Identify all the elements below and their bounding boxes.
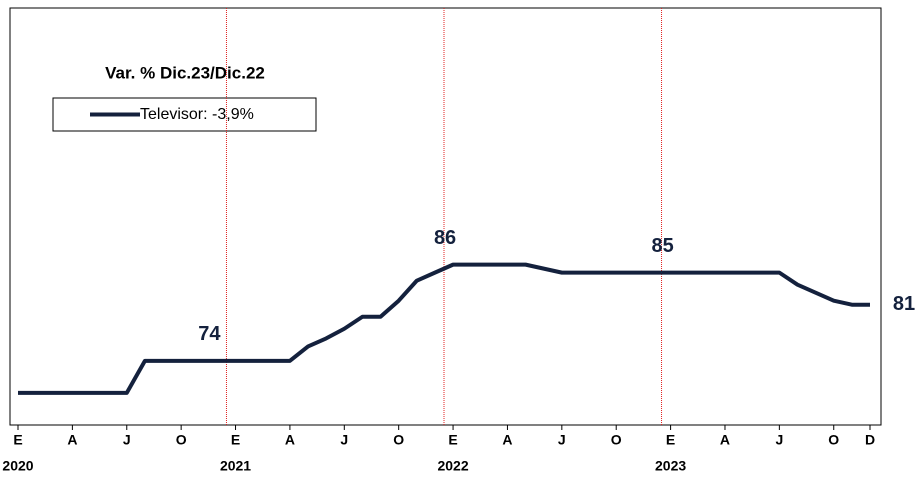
- x-tick-label: J: [123, 432, 131, 448]
- x-tick-label: E: [231, 432, 240, 448]
- x-tick-label: J: [775, 432, 783, 448]
- x-tick-label: J: [340, 432, 348, 448]
- data-label: 81: [893, 293, 915, 315]
- x-tick-label: D: [865, 432, 875, 448]
- data-label: 86: [434, 227, 456, 249]
- x-tick-label: E: [666, 432, 675, 448]
- x-tick-label: A: [502, 432, 512, 448]
- legend-label: Televisor: -3,9%: [140, 106, 254, 123]
- x-year-label: 2020: [2, 458, 33, 474]
- x-year-label: 2022: [437, 458, 468, 474]
- x-tick-label: E: [13, 432, 22, 448]
- line-series: [18, 262, 870, 395]
- legend-title: Var. % Dic.23/Dic.22: [105, 63, 265, 82]
- x-tick-label: A: [67, 432, 77, 448]
- x-tick-label: O: [828, 432, 839, 448]
- data-label: 85: [651, 235, 673, 257]
- x-tick-label: E: [448, 432, 457, 448]
- x-year-label: 2023: [655, 458, 686, 474]
- x-tick-label: A: [720, 432, 730, 448]
- x-tick-label: J: [558, 432, 566, 448]
- data-label: 74: [198, 323, 221, 345]
- x-tick-label: O: [393, 432, 404, 448]
- x-tick-label: A: [285, 432, 295, 448]
- x-tick-label: O: [176, 432, 187, 448]
- x-year-label: 2021: [220, 458, 251, 474]
- x-tick-label: O: [611, 432, 622, 448]
- plot-area: [9, 7, 882, 426]
